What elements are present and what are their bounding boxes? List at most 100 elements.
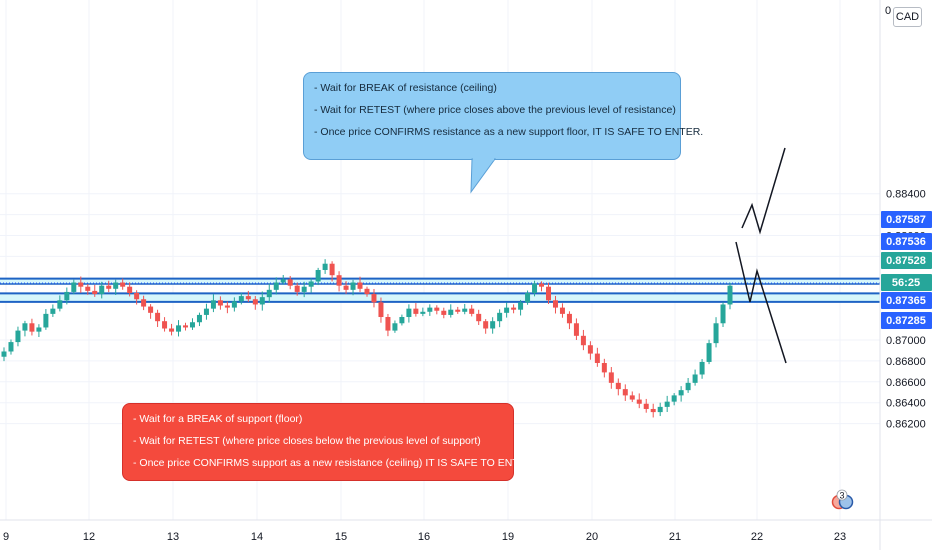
time-tick-label: 16 — [418, 531, 430, 543]
candle-body — [469, 308, 475, 314]
candle-body — [231, 301, 237, 308]
candle-body — [622, 389, 628, 396]
candle-body — [434, 307, 440, 311]
price-label-badge — [881, 233, 932, 250]
price-tick-label: 0.86600 — [886, 377, 926, 389]
candle-body — [518, 302, 524, 310]
candle-body — [196, 314, 202, 323]
candle-body — [678, 390, 684, 396]
price-label-text: 0.87365 — [886, 295, 926, 307]
candle-body — [420, 311, 426, 314]
candle-body — [587, 345, 593, 354]
candle-body — [476, 313, 482, 322]
candle-body — [155, 312, 161, 322]
candle-body — [552, 300, 558, 308]
candle-body — [671, 395, 677, 402]
logo-badge-count: 3 — [839, 491, 844, 501]
candle-body — [336, 275, 342, 286]
time-tick-label: 13 — [167, 531, 179, 543]
candle-body — [120, 282, 126, 287]
time-tick-label: 12 — [83, 531, 95, 543]
candle-body — [580, 335, 586, 346]
price-tick-label: 0.86800 — [886, 356, 926, 368]
candle-body — [357, 282, 363, 289]
candle-body — [57, 300, 63, 309]
currency-badge[interactable]: CAD — [893, 7, 922, 27]
candle-body — [539, 283, 545, 287]
candle-body — [148, 306, 154, 313]
candle-body — [92, 290, 98, 295]
candle-body — [106, 285, 112, 289]
price-labels: 0.87587 0.87536 0.87528 56:25 0.87365 0.87285 — [881, 211, 932, 329]
price-label-text: 0.87285 — [886, 315, 926, 327]
candle-body — [259, 297, 265, 305]
candle-body — [210, 300, 216, 309]
price-tick-label: 0.86200 — [886, 419, 926, 431]
price-zones — [0, 277, 880, 303]
candle-body — [273, 282, 279, 290]
candle-body — [413, 308, 419, 314]
price-label-badge — [881, 274, 932, 291]
candle-body — [657, 406, 663, 413]
candle-body — [266, 289, 272, 298]
price-label-text: 0.87528 — [886, 255, 926, 267]
candle-body — [189, 322, 195, 328]
candle-body — [720, 304, 726, 324]
candle-body — [559, 307, 565, 314]
candle-body — [141, 299, 147, 307]
candle-body — [1, 351, 7, 357]
callout-line: - Wait for BREAK of resistance (ceiling) — [314, 82, 497, 94]
candle-body — [608, 372, 614, 383]
candle-body — [727, 285, 733, 305]
price-label-badge — [881, 211, 932, 228]
support-callout[interactable]: - Wait for a BREAK of support (floor) - … — [122, 403, 536, 481]
candle-body — [392, 323, 398, 331]
candle-body — [169, 328, 175, 332]
candle-body — [594, 353, 600, 363]
candle-body — [504, 307, 510, 313]
candle-body — [134, 292, 140, 300]
price-label-text: 0.87536 — [886, 236, 926, 248]
candle-body — [615, 382, 621, 390]
candle-body — [511, 307, 517, 310]
price-label-badge — [881, 252, 932, 269]
candle-body — [692, 374, 698, 383]
top-partial-tick: 0 — [885, 5, 892, 17]
candle-body — [238, 296, 244, 302]
price-tick-label: 0.88400 — [886, 189, 926, 201]
bearish-projection-line — [735, 241, 787, 364]
candle-body — [8, 342, 14, 352]
time-tick-label: 9 — [3, 531, 9, 543]
candle-body — [636, 399, 642, 404]
time-axis-ticks[interactable]: 9 12 13 14 15 16 19 20 21 22 23 — [3, 531, 846, 543]
candle-body — [525, 292, 531, 303]
candle-body — [113, 282, 119, 289]
chart-logo-icon[interactable]: 3 — [831, 489, 854, 510]
candle-body — [685, 382, 691, 391]
callout-line: - Wait for RETEST (where price closes be… — [133, 435, 481, 447]
candle-body — [224, 305, 230, 308]
price-tick-label: 0.86400 — [886, 398, 926, 410]
candlestick-series — [1, 259, 733, 418]
candle-body — [71, 282, 77, 292]
candle-body — [287, 279, 293, 286]
candle-body — [629, 395, 635, 400]
resistance-callout[interactable]: - Wait for BREAK of resistance (ceiling)… — [303, 72, 703, 160]
time-tick-label: 22 — [751, 531, 763, 543]
candle-body — [427, 307, 433, 312]
candle-body — [15, 330, 21, 343]
candle-body — [364, 288, 370, 295]
candle-body — [350, 282, 356, 290]
candle-body — [406, 308, 412, 318]
candle-body — [78, 282, 84, 287]
candle-body — [203, 308, 209, 315]
candle-body — [699, 361, 705, 375]
candle-body — [36, 327, 42, 332]
candle-body — [343, 285, 349, 290]
candle-body — [650, 408, 656, 413]
price-tick-label: 0.87000 — [886, 335, 926, 347]
candle-body — [643, 403, 649, 409]
time-tick-label: 20 — [586, 531, 598, 543]
candle-body — [43, 313, 49, 328]
